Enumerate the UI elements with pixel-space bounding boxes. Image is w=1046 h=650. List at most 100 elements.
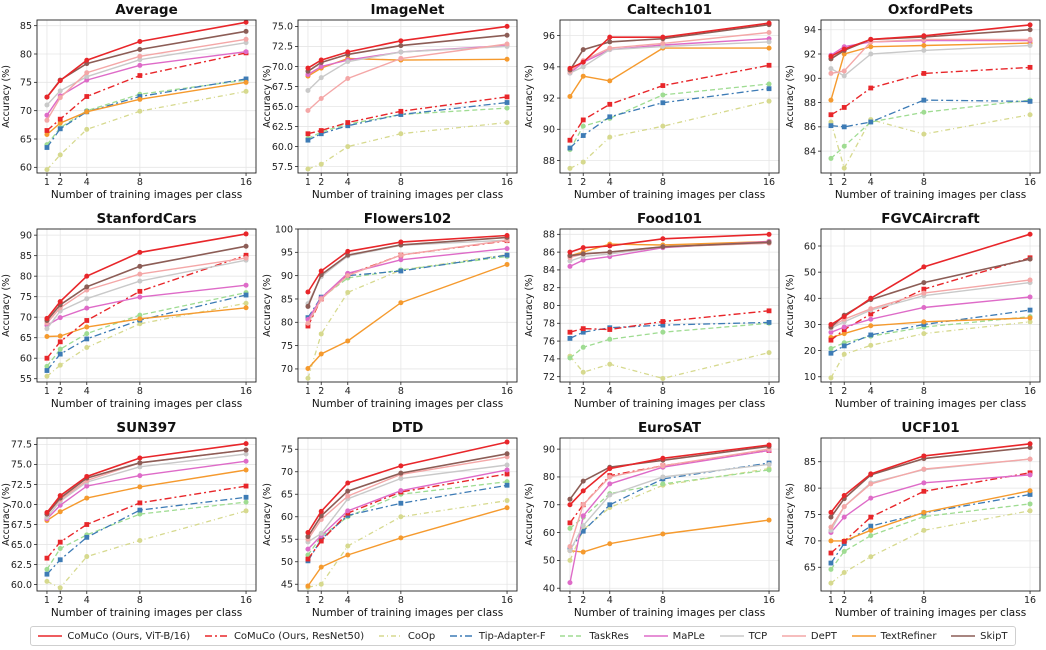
y-tick-label: 88 <box>804 98 816 109</box>
y-tick-label: 92 <box>543 93 555 104</box>
data-point-comuco-ours-resnet50 <box>318 538 324 544</box>
data-point-dept <box>137 271 143 277</box>
x-tick-label: 4 <box>84 386 90 397</box>
x-axis-label: Number of training images per class <box>312 607 503 619</box>
x-tick-label: 16 <box>763 177 775 188</box>
data-point-coop <box>44 578 50 584</box>
data-point-tip-adapter-f <box>921 97 927 103</box>
data-point-dept <box>828 524 834 530</box>
x-tick-label: 2 <box>580 177 586 188</box>
x-tick-label: 4 <box>607 595 613 606</box>
data-point-dept <box>57 95 63 101</box>
y-tick-label: 80 <box>281 318 293 329</box>
subplot-sun397: 60.0 62.5 65.0 67.5 70.0 72.5 75.0 77.5 1 2 4 8 16 SU… <box>1 420 257 619</box>
y-tick-label: 72.5 <box>272 42 293 53</box>
data-point-tcp <box>243 451 249 457</box>
x-tick-label: 8 <box>921 386 927 397</box>
x-tick-label: 1 <box>828 177 834 188</box>
data-point-tcp <box>660 474 666 480</box>
data-point-coop <box>1027 319 1033 325</box>
data-point-comuco-ours-resnet50 <box>57 539 63 545</box>
data-point-taskres <box>766 81 772 87</box>
subplot-title: FGVCAircraft <box>881 211 980 227</box>
data-point-dept <box>243 255 249 261</box>
series-line-comuco-ours-resnet50 <box>830 66 1031 116</box>
y-axis-label: Accuracy (%) <box>785 65 796 128</box>
data-point-taskres <box>766 467 772 473</box>
data-point-taskres <box>137 312 143 318</box>
y-tick-label: 78 <box>543 319 555 330</box>
data-point-coop <box>318 581 324 587</box>
data-point-comuco-ours-resnet50 <box>660 83 666 88</box>
legend-swatch <box>951 635 976 637</box>
data-point-textrefiner <box>1027 315 1033 321</box>
data-point-comuco-ours-vit-b-16 <box>243 441 249 447</box>
data-point-maple <box>398 488 404 494</box>
data-point-dept <box>398 55 404 61</box>
data-point-comuco-ours-vit-b-16 <box>318 57 324 63</box>
data-point-comuco-ours-resnet50 <box>243 483 249 489</box>
x-tick-label: 8 <box>398 177 404 188</box>
series-line-tip-adapter-f <box>569 88 770 149</box>
data-point-maple <box>243 282 249 288</box>
data-point-taskres <box>44 363 50 369</box>
data-point-dept <box>766 29 772 35</box>
data-point-tcp <box>828 66 834 72</box>
y-tick-label: 85 <box>20 251 32 262</box>
data-point-maple <box>137 294 143 300</box>
y-tick-label: 76 <box>543 336 555 347</box>
series-line-tip-adapter-f <box>830 309 1031 354</box>
data-point-tip-adapter-f <box>305 137 311 143</box>
data-point-maple <box>84 483 90 489</box>
data-point-coop <box>57 362 63 368</box>
data-point-comuco-ours-vit-b-16 <box>580 59 586 65</box>
series-line-tcp <box>307 239 508 304</box>
data-point-tip-adapter-f <box>766 320 772 325</box>
data-point-comuco-ours-resnet50 <box>921 488 927 494</box>
x-axis-label: Number of training images per class <box>51 607 242 619</box>
y-axis-label: Accuracy (%) <box>524 274 535 337</box>
data-point-comuco-ours-vit-b-16 <box>921 453 927 459</box>
subplot-dtd: 45 50 55 60 65 70 75 1 2 4 8 16 DTD Number of trainin… <box>262 420 518 619</box>
series-line-coop <box>307 254 508 379</box>
series-line-tip-adapter-f <box>307 101 508 141</box>
y-tick-label: 67.5 <box>272 82 293 93</box>
y-tick-label: 57.5 <box>272 162 293 173</box>
data-point-tip-adapter-f <box>57 557 63 563</box>
data-point-comuco-ours-resnet50 <box>1027 64 1033 70</box>
data-point-comuco-ours-vit-b-16 <box>57 493 63 499</box>
data-point-comuco-ours-vit-b-16 <box>305 65 311 71</box>
data-point-skipt <box>137 263 143 269</box>
series-line-coop <box>830 114 1031 170</box>
data-point-dept <box>868 481 874 487</box>
data-point-tip-adapter-f <box>243 494 249 500</box>
legend-swatch <box>643 635 668 637</box>
data-point-skipt <box>766 239 772 245</box>
x-tick-label: 2 <box>57 386 63 397</box>
data-point-tip-adapter-f <box>841 343 847 349</box>
data-point-comuco-ours-vit-b-16 <box>84 57 90 63</box>
x-tick-label: 2 <box>580 386 586 397</box>
series-line-comuco-ours-vit-b-16 <box>307 441 508 533</box>
data-point-skipt <box>504 32 510 38</box>
y-tick-label: 60 <box>20 354 32 365</box>
data-point-textrefiner <box>318 351 324 357</box>
data-point-taskres <box>868 533 874 539</box>
x-axis-label: Number of training images per class <box>312 189 503 201</box>
y-tick-label: 72.5 <box>11 480 32 491</box>
data-point-coop <box>1027 112 1033 118</box>
data-point-comuco-ours-resnet50 <box>567 329 573 335</box>
y-tick-label: 70 <box>20 106 32 117</box>
y-tick-label: 85 <box>804 457 816 468</box>
data-point-comuco-ours-vit-b-16 <box>504 439 510 445</box>
data-point-comuco-ours-resnet50 <box>580 326 586 332</box>
data-point-maple <box>345 508 351 514</box>
plot-frame <box>297 228 518 383</box>
x-tick-label: 2 <box>841 386 847 397</box>
data-point-taskres <box>44 566 50 572</box>
data-point-tcp <box>607 492 613 498</box>
data-point-textrefiner <box>607 541 613 547</box>
data-point-taskres <box>580 123 586 129</box>
data-point-comuco-ours-resnet50 <box>305 131 311 137</box>
y-tick-label: 90 <box>281 271 293 282</box>
